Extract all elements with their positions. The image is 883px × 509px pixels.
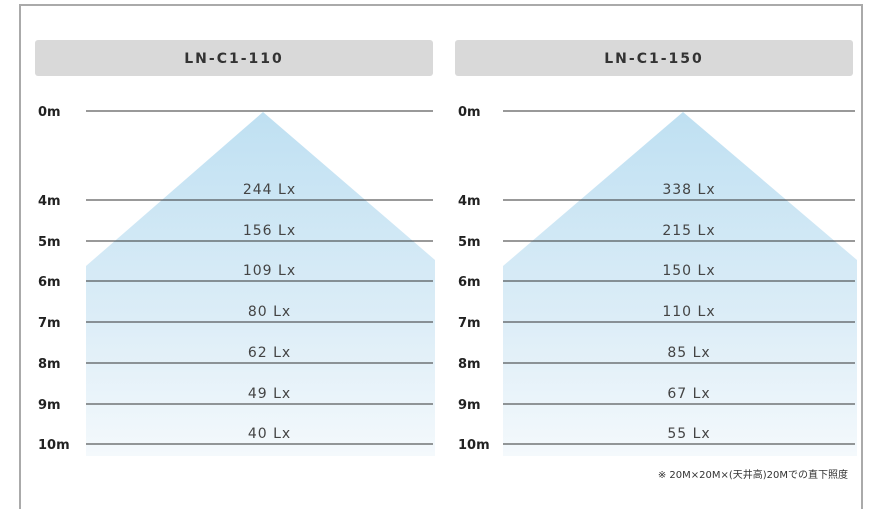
light-cone — [86, 112, 435, 456]
lux-label: 49 Lx — [248, 386, 291, 402]
height-label: 5m — [38, 235, 61, 250]
lux-label: 244 Lx — [243, 182, 296, 198]
height-label: 10m — [458, 438, 490, 453]
lux-label: 338 Lx — [662, 182, 715, 198]
height-label: 9m — [458, 398, 481, 413]
height-label: 7m — [458, 316, 481, 331]
height-label: 10m — [38, 438, 70, 453]
height-label: 4m — [38, 194, 61, 209]
lux-label: 80 Lx — [248, 304, 291, 320]
note: ※ 20M×20M×(天井高)20Mでの直下照度 — [658, 468, 848, 481]
light-cone — [503, 112, 857, 456]
height-label: 8m — [38, 357, 61, 372]
lux-label: 156 Lx — [243, 223, 296, 239]
lux-label: 150 Lx — [662, 263, 715, 279]
panel-header — [35, 40, 433, 76]
panel-title: LN-C1-150 — [604, 51, 704, 67]
lux-label: 109 Lx — [243, 263, 296, 279]
lux-label: 85 Lx — [667, 345, 710, 361]
height-label: 5m — [458, 235, 481, 250]
lux-label: 67 Lx — [667, 386, 710, 402]
height-label: 0m — [38, 105, 61, 120]
height-label: 6m — [458, 275, 481, 290]
height-label: 6m — [38, 275, 61, 290]
height-label: 8m — [458, 357, 481, 372]
lux-label: 40 Lx — [248, 426, 291, 442]
panel-header — [455, 40, 853, 76]
lux-label: 55 Lx — [667, 426, 710, 442]
height-label: 9m — [38, 398, 61, 413]
lux-label: 110 Lx — [662, 304, 715, 320]
panel-title: LN-C1-110 — [184, 51, 284, 67]
height-label: 7m — [38, 316, 61, 331]
height-label: 4m — [458, 194, 481, 209]
height-label: 0m — [458, 105, 481, 120]
lux-label: 62 Lx — [248, 345, 291, 361]
lux-label: 215 Lx — [662, 223, 715, 239]
